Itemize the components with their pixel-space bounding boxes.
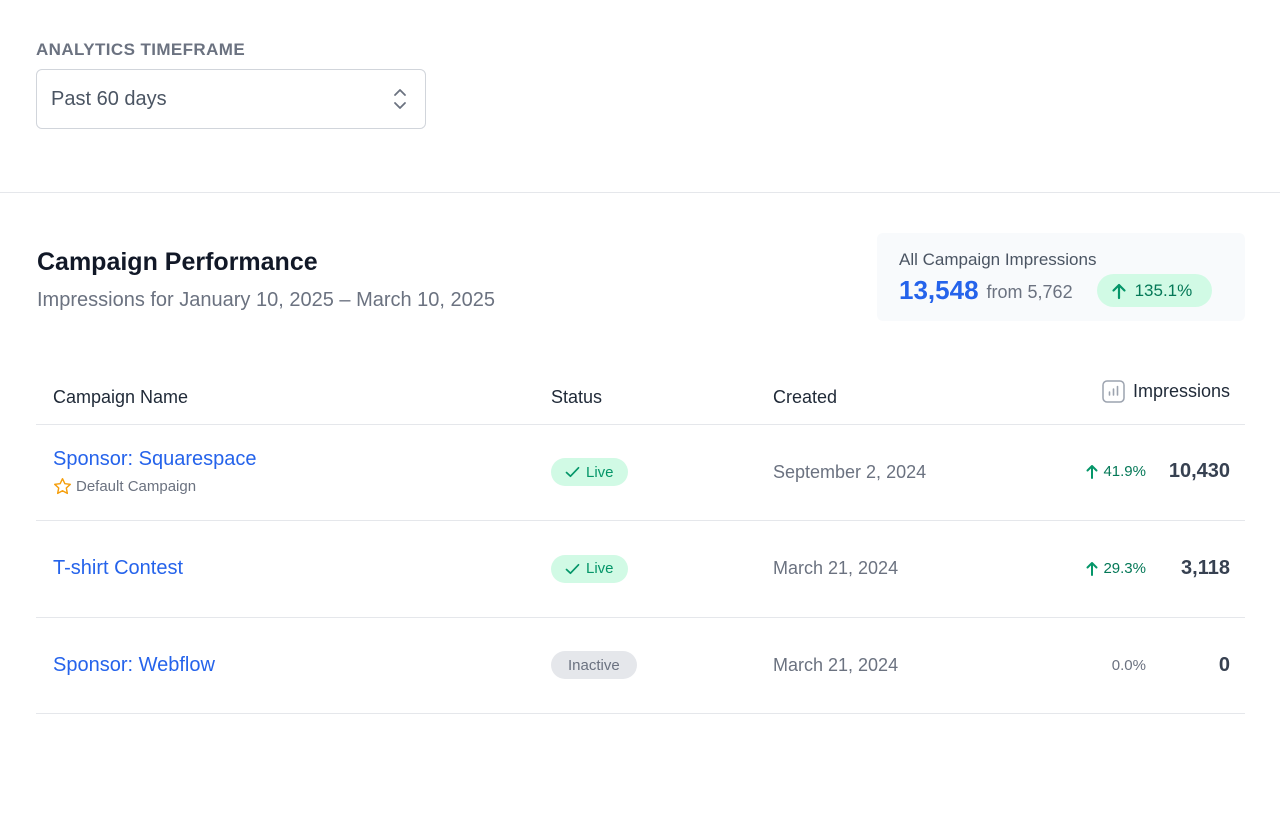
impressions-summary-card: All Campaign Impressions 13,548 from 5,7… (877, 233, 1245, 321)
impressions-change-value: 41.9% (1103, 463, 1146, 480)
star-icon (53, 477, 72, 495)
timeframe-select-value: Past 60 days (51, 87, 167, 110)
status-label: Live (586, 560, 614, 577)
section-title: Campaign Performance (37, 248, 318, 276)
arrow-up-icon (1086, 465, 1098, 479)
impressions-change: 41.9% (1086, 463, 1146, 480)
header-impressions-label: Impressions (1132, 380, 1230, 401)
table-row[interactable]: Sponsor: Squarespace Default Campaign Li… (36, 424, 1245, 521)
status-badge: Live (551, 554, 628, 583)
impressions-change-value: 29.3% (1103, 559, 1146, 577)
impressions-value: 10,430 (1168, 460, 1230, 482)
chevron-up-down-icon (391, 84, 409, 114)
default-campaign-label: Default Campaign (76, 478, 197, 495)
campaign-name-link[interactable]: Sponsor: Squarespace (53, 448, 257, 470)
check-icon (565, 563, 580, 574)
created-date: March 21, 2024 (773, 654, 899, 675)
summary-change-badge: 135.1% (1096, 274, 1213, 307)
campaign-name-link[interactable]: Sponsor: Webflow (53, 653, 215, 676)
header-campaign-name: Campaign Name (36, 359, 534, 425)
arrow-up-icon (1111, 283, 1126, 299)
header-status: Status (534, 359, 756, 425)
campaign-name-link[interactable]: T-shirt Contest (53, 557, 184, 579)
summary-from: from 5,762 (986, 281, 1073, 302)
arrow-up-icon (1086, 561, 1098, 576)
summary-change-value: 135.1% (1134, 280, 1193, 300)
bar-chart-icon (1102, 379, 1125, 403)
timeframe-label: ANALYTICS TIMEFRAME (36, 40, 246, 59)
impressions-value: 3,118 (1181, 556, 1230, 579)
summary-label: All Campaign Impressions (899, 250, 1097, 269)
status-badge: Live (551, 458, 628, 486)
impressions-value: 0 (1218, 653, 1230, 676)
created-date: September 2, 2024 (773, 461, 927, 482)
default-campaign-tag: Default Campaign (53, 477, 534, 496)
campaigns-table: Campaign Name Status Created Impressions (36, 359, 1245, 714)
header-impressions: Impressions (1056, 359, 1245, 425)
check-icon (565, 466, 580, 478)
status-badge: Inactive (551, 651, 637, 679)
impressions-change: 0.0% (1111, 656, 1146, 674)
status-label: Inactive (568, 656, 620, 674)
impressions-change: 29.3% (1086, 560, 1146, 577)
timeframe-select[interactable]: Past 60 days (36, 69, 426, 129)
section-subtitle: Impressions for January 10, 2025 – March… (37, 289, 496, 311)
header-created: Created (756, 359, 1056, 425)
created-date: March 21, 2024 (773, 558, 899, 578)
table-row[interactable]: T-shirt Contest Live March 21, 2024 (36, 520, 1245, 618)
status-label: Live (586, 463, 614, 481)
timeframe-section: ANALYTICS TIMEFRAME Past 60 days (0, 0, 1280, 193)
summary-value: 13,548 (899, 275, 979, 305)
table-header-row: Campaign Name Status Created Impressions (36, 359, 1245, 425)
table-row[interactable]: Sponsor: Webflow Inactive March 21, 2024… (36, 617, 1245, 714)
